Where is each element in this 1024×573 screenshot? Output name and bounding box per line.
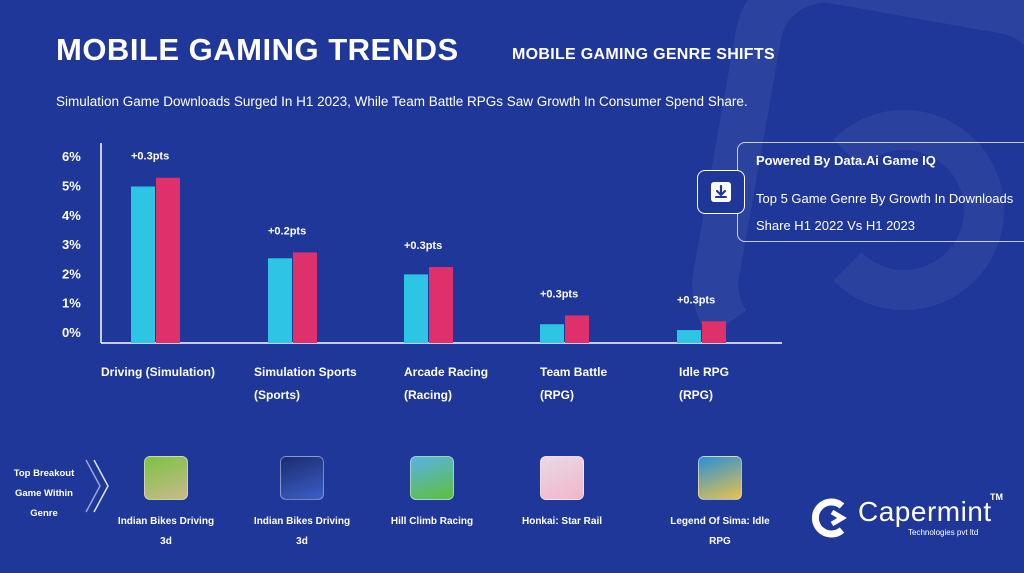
breakout-game-name: Indian Bikes Driving 3d (253, 516, 351, 547)
page-title: MOBILE GAMING TRENDS (56, 32, 459, 67)
info-box-title: Powered By Data.Ai Game IQ (756, 153, 936, 168)
indian-bikes-game-icon[interactable] (144, 456, 188, 500)
breakout-game-name: Hill Climb Racing (390, 516, 474, 527)
capermint-logo-icon (812, 498, 847, 538)
x-category-label-line: (RPG) (540, 388, 574, 402)
delta-annotation: +0.2pts (268, 225, 306, 237)
bar-series-2-0 (156, 177, 180, 343)
logo-wordmark: Capermint (858, 496, 992, 527)
bar-series-2-2 (429, 267, 453, 343)
y-tick-label: 1% (62, 296, 81, 311)
breakout-game-name: Honkai: Star Rail (521, 516, 603, 527)
breakout-game-name: Legend Of Sima: Idle RPG (670, 516, 770, 547)
bar-series-1-4 (677, 330, 701, 343)
x-category-label-line: Arcade Racing (404, 365, 489, 379)
x-category-label-line: Team Battle (540, 365, 608, 379)
company-logo: Capermint TM Technologies pvt ltd (812, 492, 1012, 544)
breakout-game: Hill Climb Racing (377, 456, 487, 532)
bar-series-1-2 (404, 274, 428, 343)
hill-climb-game-icon[interactable] (410, 456, 454, 500)
delta-annotation: +0.3pts (404, 240, 442, 252)
bar-series-1-3 (540, 324, 564, 343)
x-category-label: Arcade Racing (Racing) (404, 361, 554, 407)
bar-series-1-0 (131, 186, 155, 343)
chevron-right-icon (85, 459, 109, 513)
bar-series-2-3 (565, 315, 589, 343)
y-tick-label: 0% (62, 325, 81, 340)
info-box: Powered By Data.Ai Game IQ Top 5 Game Ge… (737, 142, 1024, 242)
delta-annotation: +0.3pts (677, 294, 715, 306)
x-category-label-line: (Racing) (404, 388, 452, 402)
x-category-label: Driving (Simulation) (101, 361, 251, 384)
breakout-label: Top Breakout Game Within Genre (13, 468, 75, 519)
download-button[interactable] (697, 170, 745, 214)
logo-tagline: Technologies pvt ltd (908, 528, 979, 537)
x-category-label-line: Idle RPG (679, 365, 730, 379)
page-subtitle: MOBILE GAMING GENRE SHIFTS (512, 46, 775, 63)
bar-series-2-1 (293, 252, 317, 343)
bar-series-2-4 (702, 321, 726, 343)
x-category-label: Idle RPG (RPG) (679, 361, 829, 407)
logo-trademark: TM (990, 492, 1003, 502)
breakout-game: Legend Of Sima: Idle RPG (665, 456, 775, 552)
page-description: Simulation Game Downloads Surged In H1 2… (56, 94, 748, 109)
breakout-game: Indian Bikes Driving 3d (111, 456, 221, 552)
x-category-label: Simulation Sports (Sports) (254, 361, 404, 407)
y-tick-label: 6% (62, 149, 81, 164)
y-tick-label: 2% (62, 266, 81, 281)
x-category-label-line: (RPG) (679, 388, 713, 402)
x-category-label-line: Driving (Simulation) (101, 365, 215, 379)
y-tick-label: 4% (62, 208, 81, 223)
bar-series-1-1 (268, 258, 292, 343)
y-tick-label: 3% (62, 237, 81, 252)
x-category-label-line: (Sports) (254, 388, 300, 402)
download-icon (711, 182, 731, 202)
delta-annotation: +0.3pts (540, 288, 578, 300)
breakout-game: Honkai: Star Rail (507, 456, 617, 532)
breakout-game-name: Indian Bikes Driving 3d (117, 516, 215, 547)
breakout-game: Indian Bikes Driving 3d (247, 456, 357, 552)
x-category-label-line: Simulation Sports (254, 365, 357, 379)
y-tick-label: 5% (62, 179, 81, 194)
honkai-game-icon[interactable] (540, 456, 584, 500)
fifa-game-icon[interactable] (280, 456, 324, 500)
legend-of-sima-game-icon[interactable] (698, 456, 742, 500)
x-category-label: Team Battle (RPG) (540, 361, 690, 407)
delta-annotation: +0.3pts (131, 151, 169, 163)
info-box-text: Top 5 Game Genre By Growth In Downloads … (756, 191, 1014, 233)
